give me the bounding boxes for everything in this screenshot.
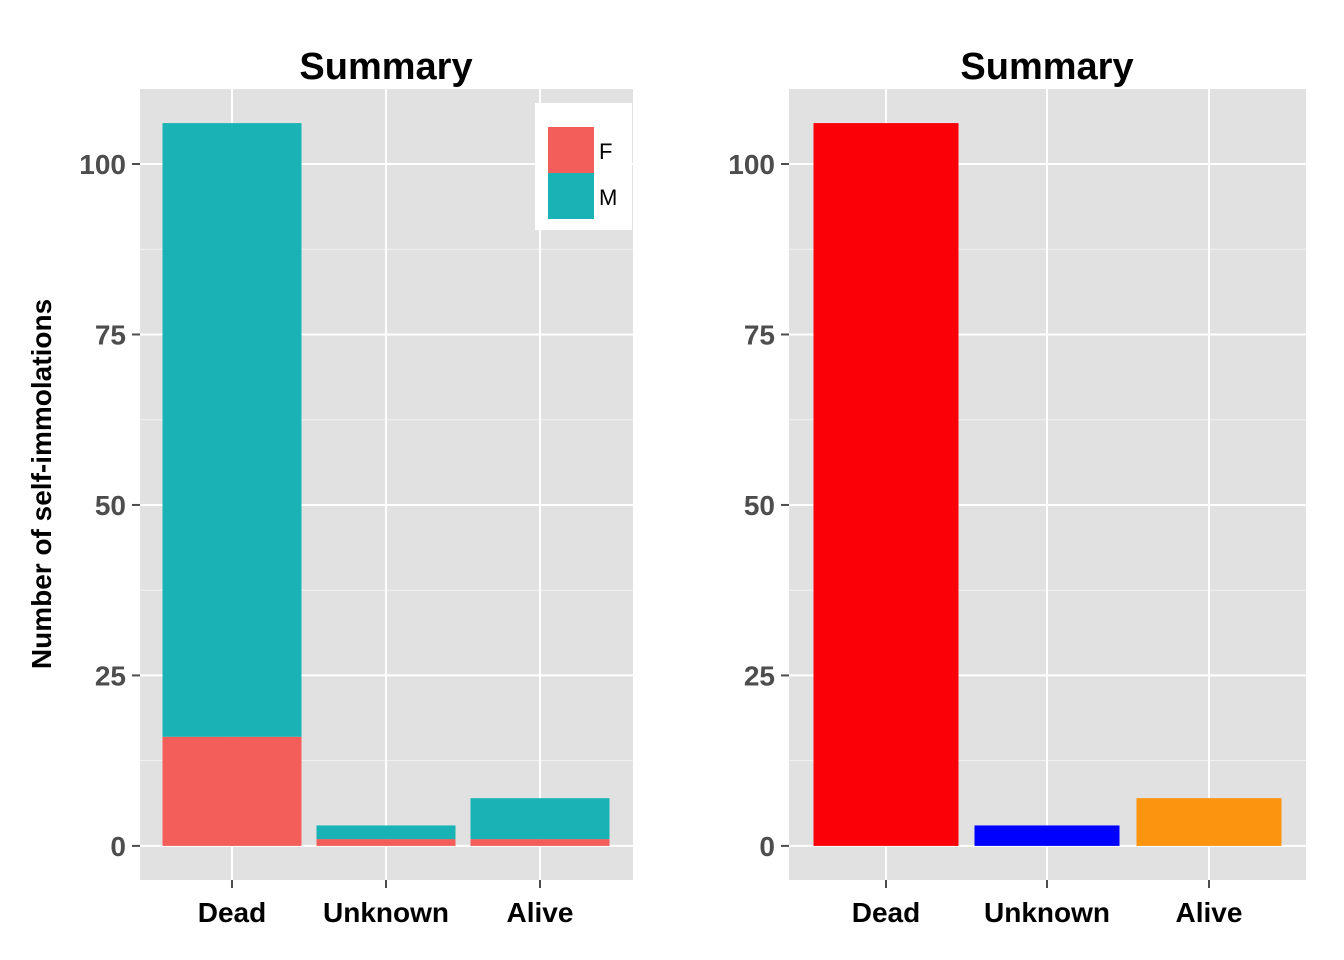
bar-unknown xyxy=(974,825,1120,846)
y-tick-label: 50 xyxy=(744,490,775,521)
right-y-axis: 0 25 50 75 100 xyxy=(728,149,789,862)
legend-key-f xyxy=(548,127,594,173)
bar-unknown-f xyxy=(316,839,456,846)
y-tick-label: 25 xyxy=(95,660,126,691)
x-tick-label-dead: Dead xyxy=(852,897,920,928)
left-bars xyxy=(162,123,610,846)
right-x-axis: Dead Unknown Alive xyxy=(852,880,1243,928)
left-chart-panel: 0 25 50 75 100 Dead Unknown Alive Summary Numb… xyxy=(26,46,633,928)
y-tick-label: 100 xyxy=(728,149,775,180)
bar-alive xyxy=(1136,798,1282,846)
y-tick-label: 0 xyxy=(110,831,126,862)
x-tick-label-unknown: Unknown xyxy=(323,897,449,928)
bar-alive-f xyxy=(470,839,610,846)
bar-dead xyxy=(813,123,959,846)
legend: F M xyxy=(535,103,632,230)
legend-label-m: M xyxy=(599,185,617,210)
right-chart-title: Summary xyxy=(960,46,1133,88)
x-tick-label-alive: Alive xyxy=(507,897,574,928)
y-tick-label: 50 xyxy=(95,490,126,521)
legend-label-f: F xyxy=(599,139,612,164)
y-tick-label: 75 xyxy=(744,319,775,350)
bar-dead-f xyxy=(162,736,302,846)
bar-dead-m xyxy=(162,123,302,737)
left-chart-title: Summary xyxy=(299,46,472,88)
legend-key-m xyxy=(548,173,594,219)
bar-alive-m xyxy=(470,798,610,840)
right-chart-panel: 0 25 50 75 100 Dead Unknown Alive Summary xyxy=(728,46,1306,928)
left-y-axis-title: Number of self-immolations xyxy=(26,299,57,669)
y-tick-label: 100 xyxy=(79,149,126,180)
y-tick-label: 25 xyxy=(744,660,775,691)
x-tick-label-unknown: Unknown xyxy=(984,897,1110,928)
y-tick-label: 0 xyxy=(759,831,775,862)
left-y-axis: 0 25 50 75 100 xyxy=(79,149,140,862)
bar-unknown-m xyxy=(316,825,456,840)
y-tick-label: 75 xyxy=(95,319,126,350)
left-x-axis: Dead Unknown Alive xyxy=(198,880,574,928)
x-tick-label-alive: Alive xyxy=(1176,897,1243,928)
right-bars xyxy=(813,123,1282,846)
x-tick-label-dead: Dead xyxy=(198,897,266,928)
